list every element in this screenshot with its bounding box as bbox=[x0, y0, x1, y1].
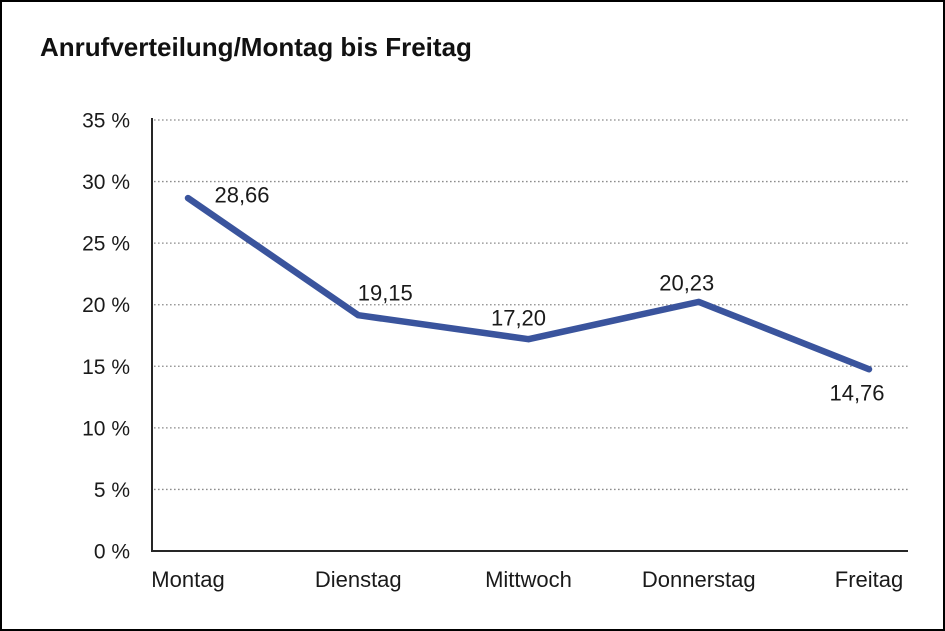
y-tick-label: 20 % bbox=[82, 294, 130, 317]
x-tick-label: Mittwoch bbox=[485, 567, 572, 592]
data-label: 20,23 bbox=[659, 270, 714, 295]
data-label: 19,15 bbox=[358, 281, 413, 306]
x-tick-label: Montag bbox=[151, 567, 224, 592]
x-tick-label: Donnerstag bbox=[642, 567, 756, 592]
y-tick-label: 35 % bbox=[82, 110, 130, 133]
data-label: 14,76 bbox=[829, 381, 884, 406]
y-tick-label: 30 % bbox=[82, 171, 130, 194]
data-line bbox=[184, 194, 873, 373]
chart-title: Anrufverteilung/Montag bis Freitag bbox=[40, 32, 472, 62]
x-tick-label: Dienstag bbox=[315, 567, 402, 592]
y-tick-label: 25 % bbox=[82, 233, 130, 256]
y-tick-label: 0 % bbox=[94, 541, 130, 564]
x-tick-label: Freitag bbox=[835, 567, 903, 592]
data-label: 17,20 bbox=[491, 306, 546, 331]
y-tick-label: 15 % bbox=[82, 356, 130, 379]
y-tick-label: 10 % bbox=[82, 417, 130, 440]
data-label: 28,66 bbox=[214, 183, 269, 208]
y-tick-label: 5 % bbox=[94, 479, 130, 502]
